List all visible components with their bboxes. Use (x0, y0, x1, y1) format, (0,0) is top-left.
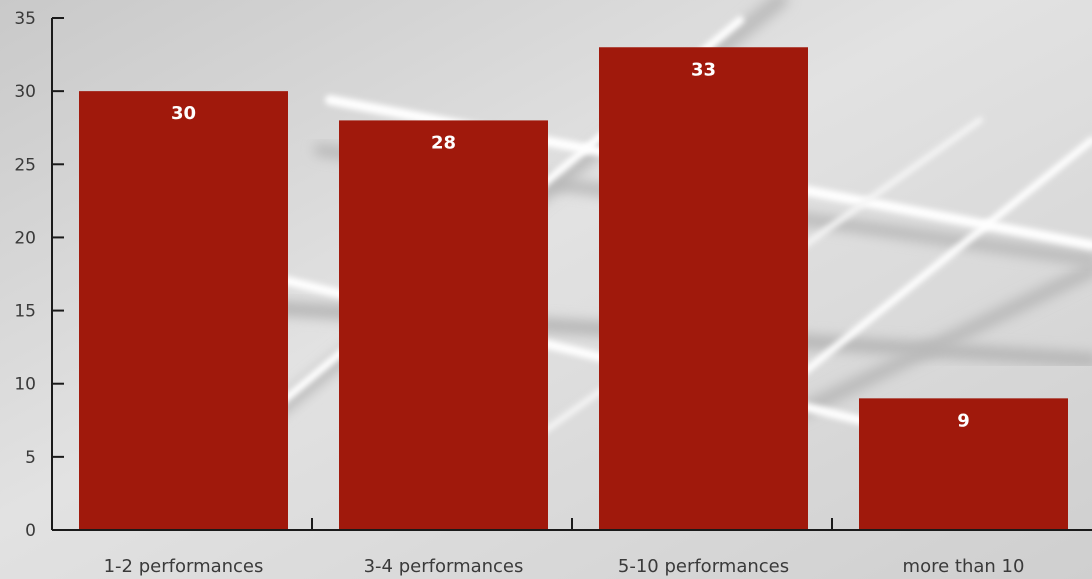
y-tick-label: 30 (14, 82, 36, 102)
y-tick-label: 0 (25, 521, 36, 541)
y-tick-label: 20 (14, 228, 36, 248)
y-axis: 0 5 10 15 20 25 30 35 (14, 9, 64, 541)
x-category-label: more than 10 (903, 556, 1025, 577)
x-axis: 1-2 performances 3-4 performances 5-10 per… (52, 518, 1092, 577)
y-tick-label: 35 (14, 9, 36, 29)
y-tick-label: 15 (14, 302, 36, 322)
x-category-label: 1-2 performances (104, 556, 264, 577)
bars: 30 28 33 9 (79, 47, 1068, 531)
bar (859, 398, 1068, 530)
bar (339, 120, 548, 531)
bar-value-label: 30 (171, 103, 196, 124)
x-category-label: 3-4 performances (364, 556, 524, 577)
bar-value-label: 33 (691, 59, 716, 80)
bar-value-label: 9 (957, 410, 970, 431)
y-tick-label: 25 (14, 155, 36, 175)
bar-value-label: 28 (431, 132, 456, 153)
y-tick-label: 10 (14, 375, 36, 395)
x-category-label: 5-10 performances (618, 556, 789, 577)
bar (599, 47, 808, 530)
bar (79, 91, 288, 531)
y-tick-label: 5 (25, 448, 36, 468)
